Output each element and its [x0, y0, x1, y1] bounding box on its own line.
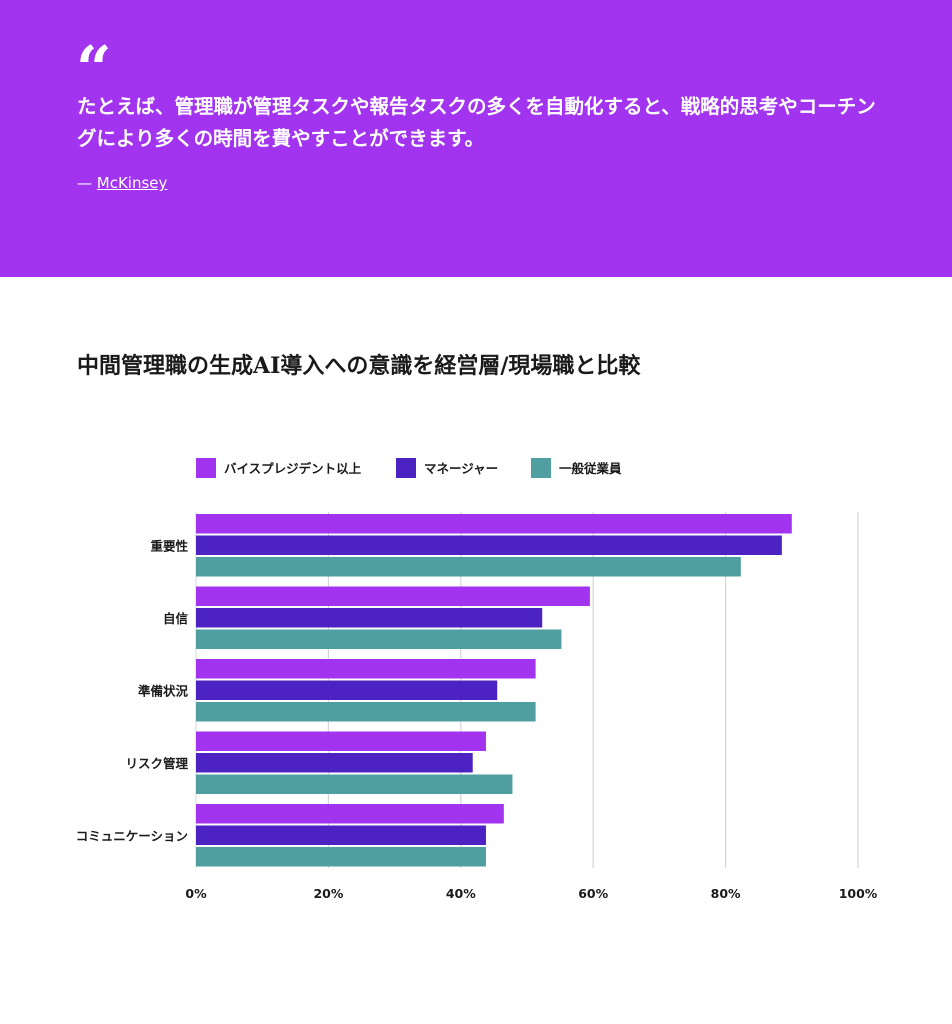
category-label-2: 準備状況	[138, 683, 189, 698]
x-tick-label-2: 40%	[446, 886, 476, 901]
category-label-1: 自信	[163, 611, 189, 626]
x-tick-label-0: 0%	[185, 886, 207, 901]
bar-1-1	[196, 608, 543, 628]
bar-4-1	[196, 825, 486, 845]
legend-label-2: 一般従業員	[559, 461, 622, 476]
bar-4-2	[196, 847, 486, 867]
bar-4-0	[196, 804, 504, 824]
x-tick-label-3: 60%	[578, 886, 608, 901]
legend-label-1: マネージャー	[424, 461, 498, 476]
quote-text: たとえば、管理職が管理タスクや報告タスクの多くを自動化すると、戦略的思考やコーチ…	[77, 95, 876, 150]
legend-swatch-2	[531, 458, 551, 478]
quote-source: — McKinsey	[77, 174, 167, 192]
x-tick-label-5: 100%	[839, 886, 878, 901]
bar-3-0	[196, 731, 486, 751]
category-label-0: 重要性	[150, 538, 188, 553]
x-tick-label-1: 20%	[313, 886, 343, 901]
bar-0-1	[196, 535, 782, 555]
chart-title: 中間管理職の生成AI導入への意識を経営層/現場職と比較	[77, 353, 641, 379]
legend-swatch-1	[396, 458, 416, 478]
bar-2-2	[196, 702, 536, 722]
bar-0-0	[196, 514, 792, 534]
x-tick-label-4: 80%	[711, 886, 741, 901]
category-label-3: リスク管理	[125, 756, 188, 771]
bar-1-0	[196, 586, 590, 606]
quote-source-dash: —	[77, 174, 97, 192]
bar-3-1	[196, 753, 473, 773]
bar-chart: バイスプレジデント以上 マネージャー 一般従業員重要性自信準備状況リスク管理コミュニ…	[76, 458, 878, 901]
bar-2-1	[196, 680, 498, 700]
bar-3-2	[196, 774, 513, 794]
legend-swatch-0	[196, 458, 216, 478]
quote-source-link[interactable]: McKinsey	[96, 174, 168, 192]
legend-label-0: バイスプレジデント以上	[224, 461, 362, 476]
quote-mark-icon: “	[76, 32, 112, 105]
bar-2-0	[196, 659, 536, 679]
bar-1-2	[196, 629, 562, 649]
quote-banner: “ たとえば、管理職が管理タスクや報告タスクの多くを自動化すると、戦略的思考やコ…	[0, 0, 952, 277]
category-label-4: コミュニケーション	[76, 828, 188, 843]
bar-0-2	[196, 557, 741, 577]
